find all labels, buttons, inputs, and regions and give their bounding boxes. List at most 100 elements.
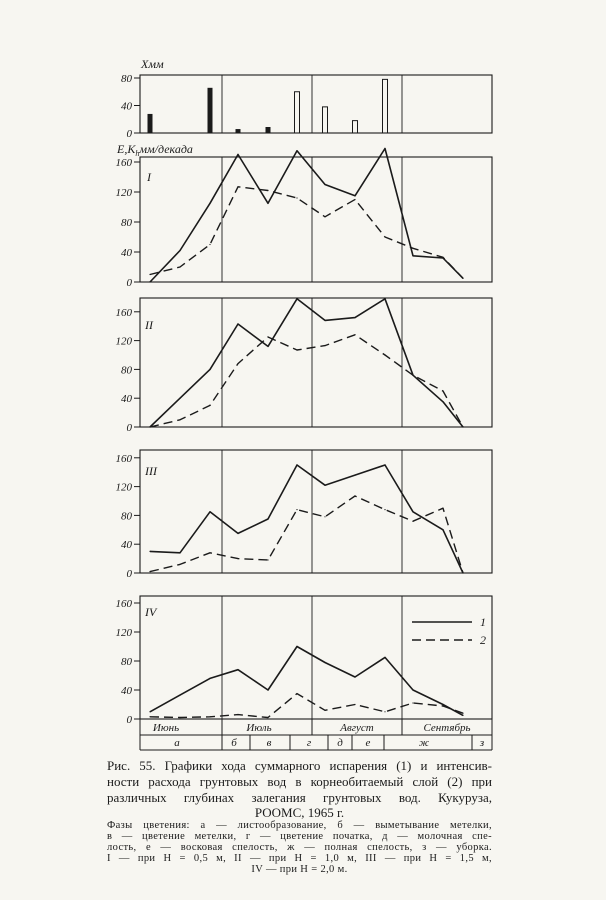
y-tick-label: 0 <box>127 422 133 434</box>
series-2-point <box>179 563 181 566</box>
phase-label: д <box>337 737 343 749</box>
phase-label: з <box>479 737 484 749</box>
series-2-point <box>267 336 269 338</box>
bar <box>294 91 300 134</box>
caption-line: РООМС, 1965 г. <box>254 805 345 820</box>
plot-frame <box>139 297 493 428</box>
y-tick-label: 120 <box>116 187 133 199</box>
y-tick-label: 0 <box>127 568 133 580</box>
series-2-point <box>354 495 356 497</box>
series-2-point <box>462 277 464 279</box>
series-2-point <box>149 426 151 428</box>
bar <box>322 106 328 134</box>
month-label: Сентябрь <box>424 722 471 734</box>
series-1-point <box>179 552 181 554</box>
series-1-point <box>149 550 151 553</box>
y-tick-label: 120 <box>116 482 133 494</box>
series-1-point <box>462 714 464 717</box>
caption-line: Рис. 55. Графики хода суммарного испарен… <box>107 758 492 773</box>
series-2-line <box>149 186 464 279</box>
y-tick-label: 80 <box>121 364 133 376</box>
series-2-point <box>324 345 326 347</box>
series-1-point <box>296 298 298 300</box>
series-1-point <box>442 401 444 403</box>
series-1-point <box>354 195 356 197</box>
y-tick-label: 40 <box>121 685 133 697</box>
series-1-point <box>237 153 239 156</box>
series-2-point <box>412 702 414 704</box>
series-2-point <box>237 714 239 716</box>
y-tick-label: 0 <box>127 128 133 140</box>
series-1-point <box>412 689 414 691</box>
series-2-point <box>324 216 326 218</box>
phase-label: ж <box>419 737 430 749</box>
series-2-point <box>412 374 414 376</box>
series-2-point <box>384 236 386 238</box>
series-1-point <box>384 656 386 659</box>
plot-frame <box>139 449 493 574</box>
series-1-line <box>149 645 464 717</box>
series-1-point <box>237 669 239 671</box>
series-2-point <box>462 572 464 574</box>
y-axis-label-main: E,K <box>116 142 136 156</box>
y-tick-label: 80 <box>121 656 133 668</box>
series-2-point <box>267 716 269 719</box>
series-2-line <box>149 495 464 574</box>
y-axis-label: E,Khмм/декада <box>116 142 193 158</box>
panel-label: III <box>144 464 158 478</box>
series-1-point <box>267 689 269 691</box>
chart-stack: 04080Xмм04080120160IE,Khмм/декада0408012… <box>116 57 493 726</box>
y-tick-label: 40 <box>121 539 133 551</box>
series-1-point <box>324 661 326 664</box>
series-1-line <box>149 297 464 428</box>
phase-label: е <box>366 737 371 749</box>
series-1-point <box>267 202 269 204</box>
legend-label: 2 <box>480 633 486 647</box>
series-1-point <box>149 281 151 283</box>
series-2-point <box>296 509 298 511</box>
notes-line: лость, е — восковая спелость, ж — полная… <box>107 842 492 853</box>
series-2-point <box>149 273 151 276</box>
series-2-point <box>179 716 181 719</box>
series-2-point <box>442 256 444 258</box>
series-2-line <box>149 334 464 428</box>
month-label: Август <box>339 722 374 734</box>
series-1-point <box>179 694 181 696</box>
series-2-point <box>296 197 298 199</box>
series-2-point <box>179 419 181 421</box>
y-tick-label: 80 <box>121 510 133 522</box>
series-1-point <box>384 464 386 466</box>
legend-label: 1 <box>480 615 486 629</box>
series-2-point <box>149 716 151 718</box>
series-2-point <box>237 558 239 560</box>
notes-line: Фазы цветения: а — листообразование, б —… <box>107 820 492 831</box>
series-2-point <box>324 709 326 711</box>
bar <box>147 113 153 134</box>
plot-frame <box>139 156 493 283</box>
series-2-line <box>149 692 464 719</box>
series-1-point <box>412 255 414 257</box>
legend: 12 <box>412 615 486 647</box>
phase-label: б <box>231 737 237 749</box>
series-1-line <box>149 464 464 574</box>
bar <box>352 120 358 134</box>
caption-line: ности расхода грунтовых вод в корнеобита… <box>107 774 492 789</box>
line-chart-panel: 0 40 80 120 160 III <box>116 449 493 580</box>
series-2-point <box>267 559 269 561</box>
series-1-point <box>209 368 211 370</box>
series-1-point <box>354 676 356 678</box>
precipitation-chart: 0 40 80 Xмм <box>121 57 493 140</box>
series-1-point <box>209 677 211 680</box>
series-2-point <box>237 363 239 365</box>
series-2-point <box>354 703 356 706</box>
y-tick-label: 120 <box>116 336 133 348</box>
x-axis-band: Июнь Июль Август Сентябрь а б в г д е ж з <box>139 719 493 751</box>
series-2-point <box>442 705 444 707</box>
phase-label: в <box>267 737 272 749</box>
series-1-point <box>209 511 211 513</box>
y-tick-label: 0 <box>127 714 133 726</box>
series-1-point <box>267 518 269 520</box>
series-2-point <box>209 243 211 246</box>
panel-label: IV <box>144 605 158 619</box>
